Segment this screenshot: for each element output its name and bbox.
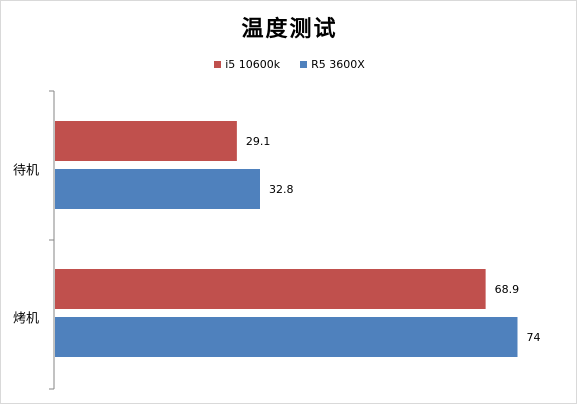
data-label: 29.1: [246, 135, 271, 148]
chart-title: 温度测试: [241, 16, 338, 42]
legend: i5 10600k R5 3600X: [1, 58, 577, 71]
bar-series-1-idle: [55, 121, 237, 161]
bar-series-1-load: [55, 269, 486, 309]
data-label: 74: [527, 331, 541, 344]
bar-series-2-idle: [55, 169, 260, 209]
category-tick-label: 待机: [13, 164, 39, 179]
legend-label-series-1: i5 10600k: [225, 58, 281, 71]
legend-swatch-series-2: [300, 61, 308, 68]
legend-label-series-2: R5 3600X: [311, 58, 365, 71]
category-tick-label: 烤机: [13, 312, 39, 327]
data-label: 32.8: [269, 183, 294, 196]
bar-series-2-load: [55, 317, 518, 357]
legend-item-series-1: i5 10600k: [214, 58, 280, 71]
legend-swatch-series-1: [214, 61, 222, 68]
legend-item-series-2: R5 3600X: [300, 58, 365, 71]
data-label: 68.9: [495, 283, 520, 296]
